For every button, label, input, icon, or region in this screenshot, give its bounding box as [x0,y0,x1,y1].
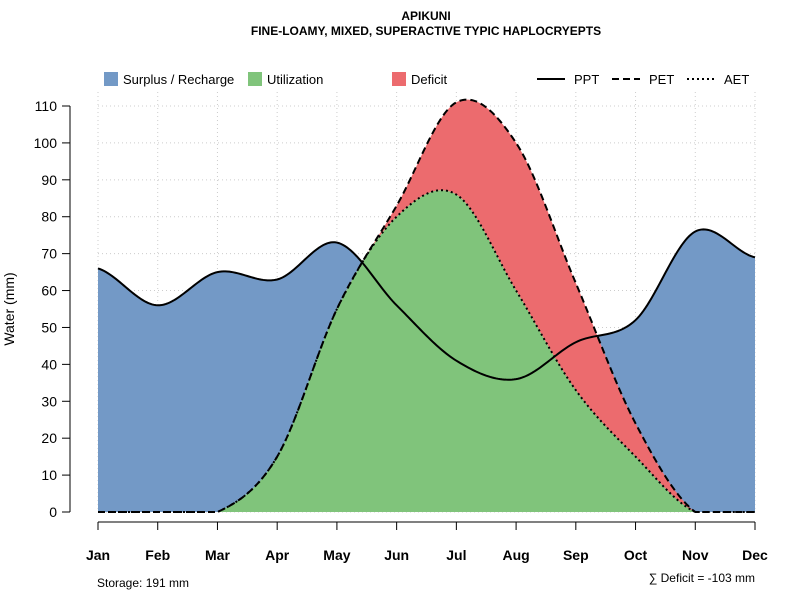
y-tick-label: 50 [41,319,57,335]
deficit-note: ∑ Deficit = -103 mm [649,571,755,585]
y-tick-label: 10 [41,467,57,483]
x-tick-label: Sep [563,547,589,563]
y-axis-label: Water (mm) [1,272,17,345]
legend-swatch-utilization [248,72,262,86]
legend-swatch-surplus [104,72,118,86]
x-tick-label: Mar [205,547,230,563]
x-tick-label: Nov [682,547,709,563]
legend-label-aet: AET [724,72,749,87]
x-tick-label: Jun [384,547,409,563]
x-tick-label: Aug [502,547,529,563]
area-utilization [98,190,755,512]
x-tick-label: Jan [86,547,110,563]
y-tick-label: 80 [41,209,57,225]
x-tick-label: Oct [624,547,648,563]
x-tick-label: Feb [145,547,170,563]
legend-label-deficit: Deficit [411,72,448,87]
legend-label-utilization: Utilization [267,72,323,87]
y-tick-label: 0 [49,504,57,520]
y-tick-label: 40 [41,356,57,372]
series-line-pet [98,98,755,513]
series-line-aet [98,189,755,513]
series-line-ppt [97,228,756,381]
area-fills [98,99,755,512]
y-tick-label: 100 [34,135,58,151]
y-tick-label: 70 [41,246,57,262]
legend-label-surplus: Surplus / Recharge [123,72,234,87]
legend: Surplus / Recharge Utilization Deficit P… [104,72,749,87]
axes: 0 10 20 30 40 50 60 70 80 90 100 110 Jan Feb Mar Apr May… [34,98,768,563]
legend-label-pet: PET [649,72,674,87]
chart-subtitle: FINE-LOAMY, MIXED, SUPERACTIVE TYPIC HAP… [251,24,601,38]
y-tick-label: 90 [41,172,57,188]
x-tick-label: Dec [742,547,768,563]
series-lines [97,98,756,513]
legend-label-ppt: PPT [574,72,599,87]
y-tick-label: 30 [41,393,57,409]
y-tick-label: 20 [41,430,57,446]
x-tick-label: Apr [265,547,290,563]
x-tick-label: Jul [446,547,466,563]
chart-title: APIKUNI [401,9,450,23]
storage-note: Storage: 191 mm [97,576,189,590]
y-tick-label: 110 [35,98,58,114]
x-tick-label: May [323,547,350,563]
y-tick-label: 60 [41,283,57,299]
legend-swatch-deficit [392,72,406,86]
